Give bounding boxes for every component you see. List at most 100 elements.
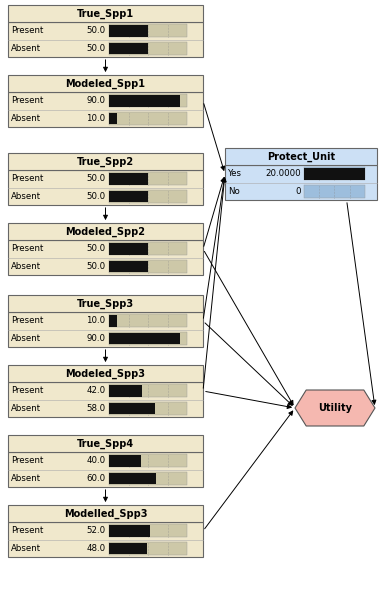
Text: 50.0: 50.0: [86, 27, 105, 36]
Bar: [8, 92, 203, 127]
Text: True_Spp2: True_Spp2: [77, 156, 134, 167]
Text: 52.0: 52.0: [86, 526, 105, 535]
Text: Absent: Absent: [11, 404, 41, 413]
Text: Modeled_Spp1: Modeled_Spp1: [66, 79, 146, 89]
Text: 50.0: 50.0: [86, 244, 105, 253]
Text: Protect_Unit: Protect_Unit: [267, 152, 335, 162]
Text: 40.0: 40.0: [86, 456, 105, 465]
Text: Absent: Absent: [11, 192, 41, 201]
Text: Modelled_Spp3: Modelled_Spp3: [64, 509, 147, 519]
Bar: [225, 165, 377, 200]
Text: Yes: Yes: [228, 169, 242, 178]
Text: No: No: [228, 187, 240, 196]
Bar: [8, 223, 203, 240]
Bar: [8, 522, 203, 557]
Bar: [109, 189, 187, 203]
Bar: [109, 525, 187, 538]
Bar: [8, 75, 203, 92]
Text: 90.0: 90.0: [86, 96, 105, 105]
Text: 50.0: 50.0: [86, 175, 105, 184]
Bar: [8, 22, 203, 57]
Bar: [109, 172, 187, 185]
Bar: [109, 260, 187, 273]
Bar: [109, 455, 141, 466]
Bar: [109, 260, 148, 272]
Text: Present: Present: [11, 96, 43, 105]
Text: 42.0: 42.0: [86, 387, 105, 395]
Text: True_Spp1: True_Spp1: [77, 8, 134, 19]
Text: 50.0: 50.0: [86, 192, 105, 201]
Bar: [109, 112, 187, 125]
Text: Absent: Absent: [11, 334, 41, 343]
Bar: [304, 168, 365, 179]
Bar: [109, 403, 155, 414]
Text: 50.0: 50.0: [86, 44, 105, 53]
Text: Present: Present: [11, 316, 43, 326]
Bar: [109, 401, 187, 415]
Bar: [8, 240, 203, 275]
Polygon shape: [295, 390, 375, 426]
Text: Absent: Absent: [11, 262, 41, 271]
Bar: [109, 332, 187, 345]
Bar: [109, 384, 187, 397]
Bar: [8, 170, 203, 205]
Bar: [225, 148, 377, 165]
Bar: [304, 185, 365, 198]
Text: True_Spp4: True_Spp4: [77, 439, 134, 449]
Bar: [109, 454, 187, 468]
Bar: [8, 435, 203, 452]
Bar: [109, 525, 150, 536]
Bar: [109, 542, 147, 554]
Text: Absent: Absent: [11, 474, 41, 483]
Text: Present: Present: [11, 244, 43, 253]
Text: Utility: Utility: [318, 403, 352, 413]
Bar: [109, 43, 148, 54]
Bar: [304, 168, 365, 181]
Bar: [109, 472, 156, 484]
Text: 10.0: 10.0: [86, 316, 105, 326]
Text: 10.0: 10.0: [86, 114, 105, 123]
Bar: [8, 5, 203, 22]
Text: Modeled_Spp3: Modeled_Spp3: [66, 368, 146, 379]
Bar: [109, 243, 148, 255]
Bar: [8, 505, 203, 522]
Text: Modeled_Spp2: Modeled_Spp2: [66, 227, 146, 237]
Bar: [109, 95, 179, 107]
Bar: [109, 242, 187, 256]
Text: Present: Present: [11, 27, 43, 36]
Bar: [8, 452, 203, 487]
Bar: [109, 472, 187, 485]
Bar: [109, 385, 142, 397]
Bar: [109, 542, 187, 555]
Bar: [109, 333, 179, 344]
Bar: [8, 295, 203, 312]
Text: Absent: Absent: [11, 544, 41, 553]
Text: 50.0: 50.0: [86, 262, 105, 271]
Text: 90.0: 90.0: [86, 334, 105, 343]
Bar: [109, 191, 148, 202]
Text: Absent: Absent: [11, 44, 41, 53]
Text: 48.0: 48.0: [86, 544, 105, 553]
Bar: [109, 112, 117, 124]
Text: Present: Present: [11, 175, 43, 184]
Bar: [8, 382, 203, 417]
Bar: [109, 24, 187, 37]
Text: 60.0: 60.0: [86, 474, 105, 483]
Bar: [8, 365, 203, 382]
Bar: [109, 173, 148, 185]
Bar: [109, 94, 187, 108]
Text: 20.0000: 20.0000: [266, 169, 301, 178]
Text: Absent: Absent: [11, 114, 41, 123]
Bar: [109, 314, 187, 327]
Bar: [109, 25, 148, 37]
Text: 58.0: 58.0: [86, 404, 105, 413]
Text: 0: 0: [296, 187, 301, 196]
Bar: [8, 153, 203, 170]
Bar: [109, 315, 117, 327]
Bar: [8, 312, 203, 347]
Text: Present: Present: [11, 526, 43, 535]
Text: True_Spp3: True_Spp3: [77, 298, 134, 308]
Text: Present: Present: [11, 456, 43, 465]
Text: Present: Present: [11, 387, 43, 395]
Bar: [109, 41, 187, 55]
